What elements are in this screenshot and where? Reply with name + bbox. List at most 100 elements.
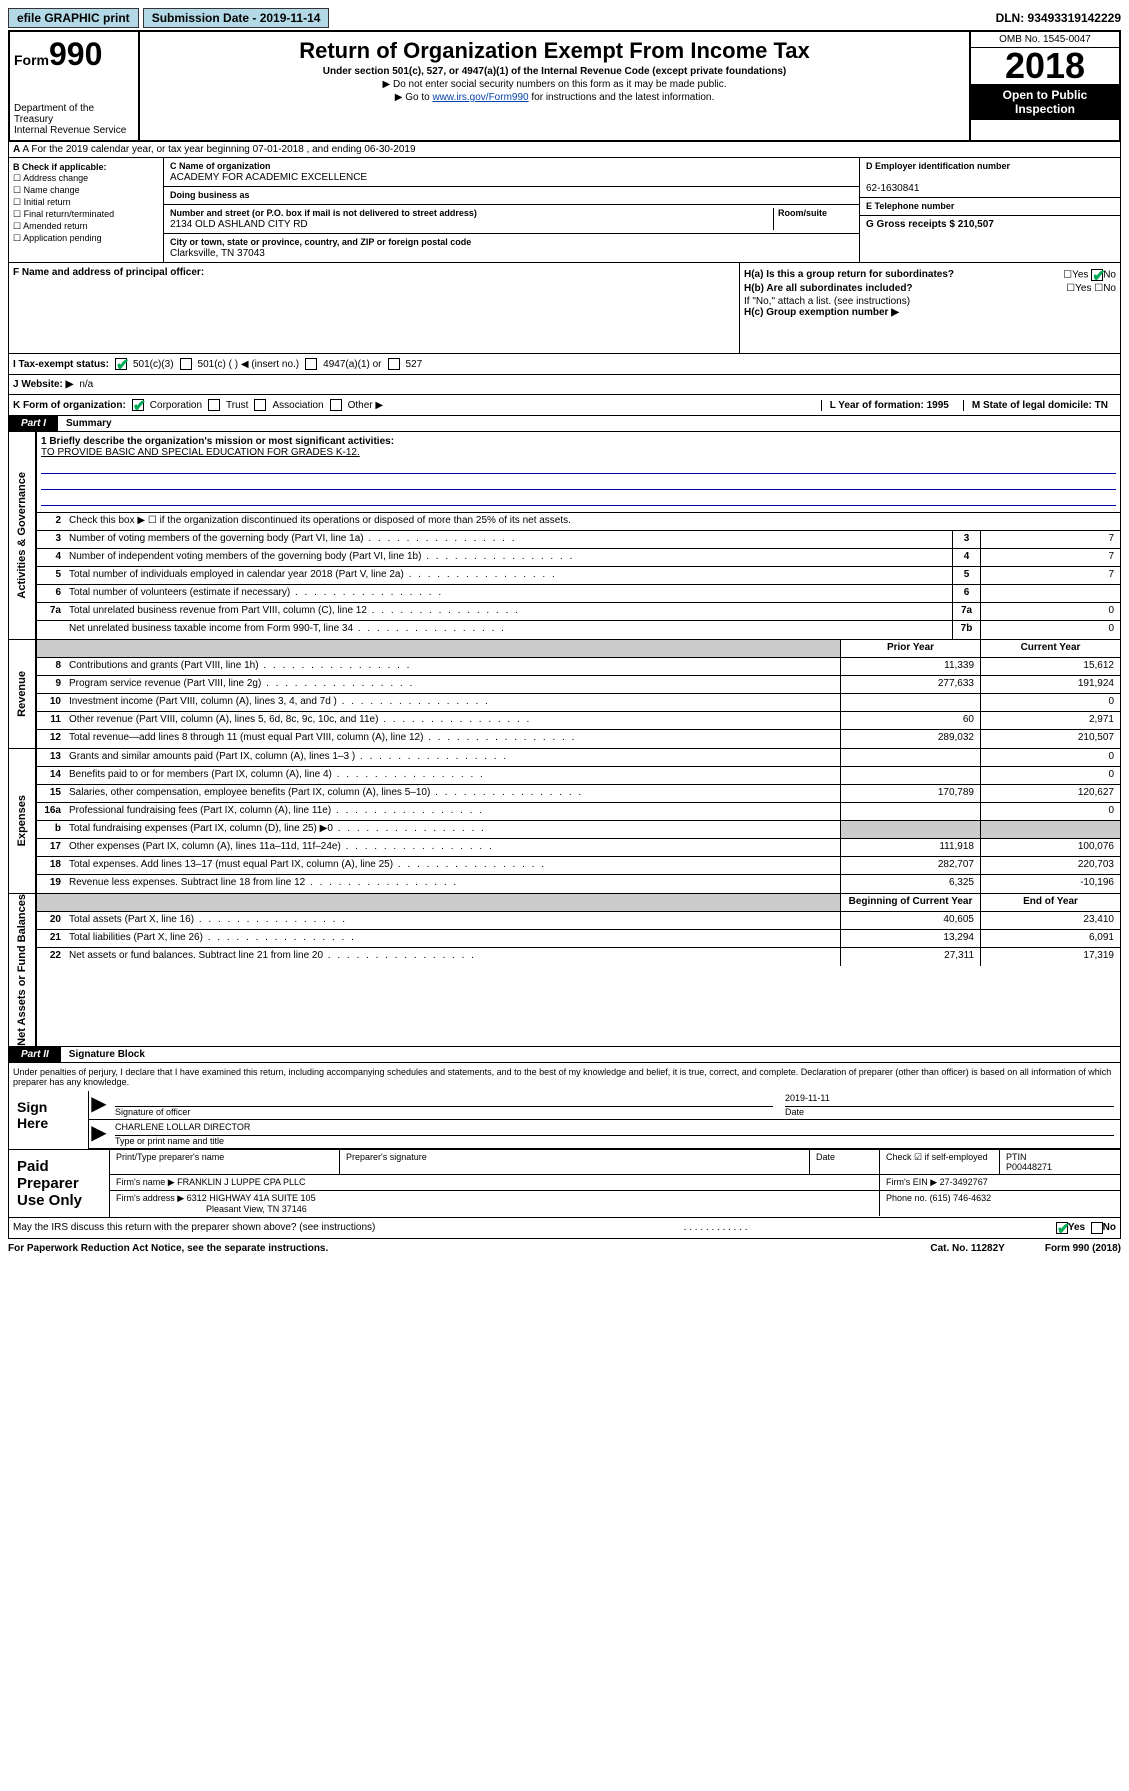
tax-year: 2018 bbox=[971, 48, 1119, 84]
chk-application-pending[interactable]: ☐ Application pending bbox=[13, 233, 159, 244]
chk-501c[interactable] bbox=[180, 358, 192, 370]
open-public-badge: Open to Public Inspection bbox=[971, 84, 1119, 120]
chk-trust[interactable] bbox=[208, 399, 220, 411]
chk-group-no[interactable] bbox=[1091, 269, 1103, 281]
chk-initial-return[interactable]: ☐ Initial return bbox=[13, 197, 159, 208]
row-i-taxexempt: I Tax-exempt status: 501(c)(3) 501(c) ( … bbox=[8, 354, 1121, 375]
row-j-website: J Website: ▶ n/a bbox=[8, 375, 1121, 395]
part2-header: Part II Signature Block bbox=[8, 1047, 1121, 1063]
table-row: 11 Other revenue (Part VIII, column (A),… bbox=[37, 712, 1120, 730]
table-row: 4 Number of independent voting members o… bbox=[37, 549, 1120, 567]
table-row: 12 Total revenue—add lines 8 through 11 … bbox=[37, 730, 1120, 748]
preparer-signature: Preparer's signature bbox=[340, 1150, 810, 1174]
form-number: Form990 bbox=[14, 36, 134, 73]
submission-date-button[interactable]: Submission Date - 2019-11-14 bbox=[143, 8, 330, 28]
note-goto: ▶ Go to www.irs.gov/Form990 for instruct… bbox=[148, 92, 961, 103]
part1-header: Part I Summary bbox=[8, 416, 1121, 432]
mission-area: 1 Briefly describe the organization's mi… bbox=[37, 432, 1120, 513]
table-row: 5 Total number of individuals employed i… bbox=[37, 567, 1120, 585]
netassets-vlabel: Net Assets or Fund Balances bbox=[16, 894, 28, 1046]
expenses-vlabel: Expenses bbox=[16, 795, 28, 846]
firm-name: FRANKLIN J LUPPE CPA PLLC bbox=[177, 1177, 305, 1187]
table-row: 14 Benefits paid to or for members (Part… bbox=[37, 767, 1120, 785]
hdr-current-year: Current Year bbox=[980, 640, 1120, 657]
chk-527[interactable] bbox=[388, 358, 400, 370]
chk-corporation[interactable] bbox=[132, 399, 144, 411]
table-row: 7a Total unrelated business revenue from… bbox=[37, 603, 1120, 621]
chk-discuss-yes[interactable] bbox=[1056, 1222, 1068, 1234]
table-row: 13 Grants and similar amounts paid (Part… bbox=[37, 749, 1120, 767]
gross-receipts-cell: G Gross receipts $ 210,507 bbox=[860, 216, 1120, 233]
mission-text: TO PROVIDE BASIC AND SPECIAL EDUCATION F… bbox=[41, 447, 1116, 458]
phone-cell: E Telephone number bbox=[860, 198, 1120, 216]
address-cell: Number and street (or P.O. box if mail i… bbox=[164, 205, 859, 234]
table-row: b Total fundraising expenses (Part IX, c… bbox=[37, 821, 1120, 839]
arrow-icon: ▶ bbox=[89, 1091, 109, 1119]
city-state-zip: Clarksville, TN 37043 bbox=[170, 248, 265, 259]
table-row: 17 Other expenses (Part IX, column (A), … bbox=[37, 839, 1120, 857]
chk-discuss-no[interactable] bbox=[1091, 1222, 1103, 1234]
officer-name-title: CHARLENE LOLLAR DIRECTOR bbox=[115, 1122, 1114, 1136]
table-row: Net unrelated business taxable income fr… bbox=[37, 621, 1120, 639]
city-cell: City or town, state or province, country… bbox=[164, 234, 859, 262]
section-fh: F Name and address of principal officer:… bbox=[8, 263, 1121, 354]
cat-number: Cat. No. 11282Y bbox=[930, 1243, 1004, 1254]
table-row: 6 Total number of volunteers (estimate i… bbox=[37, 585, 1120, 603]
hdr-end-year: End of Year bbox=[980, 894, 1120, 911]
note-ssn: ▶ Do not enter social security numbers o… bbox=[148, 79, 961, 90]
print-preparer-name: Print/Type preparer's name bbox=[110, 1150, 340, 1174]
sign-here-label: Sign Here bbox=[9, 1091, 89, 1149]
box-b-checklist: B Check if applicable: ☐ Address change … bbox=[9, 158, 164, 262]
prep-date: Date bbox=[810, 1150, 880, 1174]
dba-cell: Doing business as bbox=[164, 187, 859, 205]
firm-address1: 6312 HIGHWAY 41A SUITE 105 bbox=[187, 1193, 316, 1203]
form-id-footer: Form 990 (2018) bbox=[1045, 1243, 1121, 1254]
efile-button[interactable]: efile GRAPHIC print bbox=[8, 8, 139, 28]
chk-final-return[interactable]: ☐ Final return/terminated bbox=[13, 209, 159, 220]
governance-vlabel: Activities & Governance bbox=[16, 472, 28, 599]
topbar: efile GRAPHIC print Submission Date - 20… bbox=[8, 8, 1121, 28]
form-footer: For Paperwork Reduction Act Notice, see … bbox=[8, 1239, 1121, 1258]
row-k-formorg: K Form of organization: Corporation Trus… bbox=[8, 395, 1121, 416]
chk-name-change[interactable]: ☐ Name change bbox=[13, 185, 159, 196]
chk-other[interactable] bbox=[330, 399, 342, 411]
paid-preparer-section: Paid Preparer Use Only Print/Type prepar… bbox=[8, 1150, 1121, 1218]
table-row: 8 Contributions and grants (Part VIII, l… bbox=[37, 658, 1120, 676]
state-domicile: M State of legal domicile: TN bbox=[972, 400, 1108, 411]
irs-discuss-row: May the IRS discuss this return with the… bbox=[8, 1218, 1121, 1239]
ein-cell: D Employer identification number 62-1630… bbox=[860, 158, 1120, 198]
arrow-icon: ▶ bbox=[89, 1120, 109, 1148]
table-row: 22 Net assets or fund balances. Subtract… bbox=[37, 948, 1120, 966]
irs-link[interactable]: www.irs.gov/Form990 bbox=[432, 92, 528, 103]
line2-desc: Check this box ▶ ☐ if the organization d… bbox=[65, 513, 1120, 530]
chk-address-change[interactable]: ☐ Address change bbox=[13, 173, 159, 184]
hdr-beginning-year: Beginning of Current Year bbox=[840, 894, 980, 911]
table-row: 15 Salaries, other compensation, employe… bbox=[37, 785, 1120, 803]
chk-association[interactable] bbox=[254, 399, 266, 411]
box-h-group: H(a) Is this a group return for subordin… bbox=[740, 263, 1120, 353]
revenue-section: Revenue Prior Year Current Year 8 Contri… bbox=[8, 640, 1121, 749]
sig-date: 2019-11-11 bbox=[785, 1093, 1114, 1107]
chk-501c3[interactable] bbox=[115, 358, 127, 370]
firm-address2: Pleasant View, TN 37146 bbox=[206, 1204, 307, 1214]
hdr-prior-year: Prior Year bbox=[840, 640, 980, 657]
chk-4947[interactable] bbox=[305, 358, 317, 370]
table-row: 3 Number of voting members of the govern… bbox=[37, 531, 1120, 549]
section-bcde: B Check if applicable: ☐ Address change … bbox=[8, 158, 1121, 263]
dln-text: DLN: 93493319142229 bbox=[996, 11, 1121, 25]
expenses-section: Expenses 13 Grants and similar amounts p… bbox=[8, 749, 1121, 894]
firm-phone: (615) 746-4632 bbox=[930, 1193, 992, 1203]
form-subtitle: Under section 501(c), 527, or 4947(a)(1)… bbox=[148, 66, 961, 77]
table-row: 21 Total liabilities (Part X, line 26) 1… bbox=[37, 930, 1120, 948]
form-header: Form990 Department of the Treasury Inter… bbox=[8, 30, 1121, 142]
table-row: 16a Professional fundraising fees (Part … bbox=[37, 803, 1120, 821]
form-title: Return of Organization Exempt From Incom… bbox=[148, 38, 961, 64]
dept-treasury: Department of the Treasury Internal Reve… bbox=[14, 103, 134, 136]
self-employed-check: Check ☑ if self-employed bbox=[880, 1150, 1000, 1174]
chk-amended-return[interactable]: ☐ Amended return bbox=[13, 221, 159, 232]
table-row: 9 Program service revenue (Part VIII, li… bbox=[37, 676, 1120, 694]
ptin-value: P00448271 bbox=[1006, 1162, 1052, 1172]
revenue-vlabel: Revenue bbox=[16, 671, 28, 717]
pra-notice: For Paperwork Reduction Act Notice, see … bbox=[8, 1243, 328, 1254]
principal-officer: F Name and address of principal officer: bbox=[9, 263, 740, 353]
